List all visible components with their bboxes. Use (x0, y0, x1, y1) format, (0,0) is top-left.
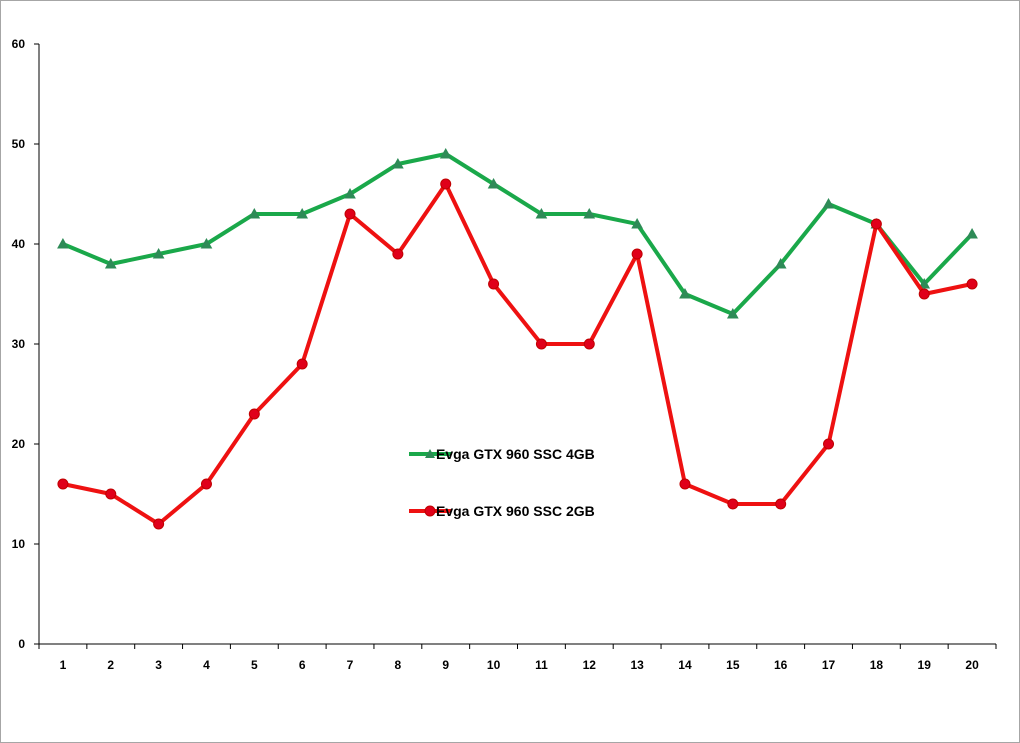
x-tick-label: 13 (630, 658, 644, 672)
x-tick-label: 20 (965, 658, 979, 672)
data-point (966, 227, 978, 239)
data-point (775, 498, 787, 510)
x-tick-label: 15 (726, 658, 740, 672)
data-point (918, 288, 930, 300)
series-2 (57, 178, 978, 530)
legend-item: Evga GTX 960 SSC 4GB (409, 446, 595, 462)
y-tick-label: 20 (12, 437, 26, 451)
series-layer (57, 147, 978, 530)
data-point (200, 237, 213, 249)
y-tick-label: 30 (12, 337, 26, 351)
x-tick-label: 16 (774, 658, 788, 672)
data-point (57, 237, 69, 249)
axes (38, 44, 996, 645)
data-point (918, 277, 931, 289)
legend: Evga GTX 960 SSC 4GB Evga GTX 960 SSC 2GB (409, 446, 595, 519)
x-tick-label: 8 (395, 658, 402, 672)
data-point (248, 408, 260, 420)
series-line (62, 152, 974, 316)
data-point (57, 478, 69, 490)
legend-marker (424, 505, 436, 517)
legend-item: Evga GTX 960 SSC 2GB (409, 503, 595, 519)
x-axis-ticks: 1 2 3 4 5 6 7 8 9 10 11 12 13 14 15 16 17 18 19 20 (38, 644, 997, 672)
x-tick-label: 9 (442, 658, 449, 672)
data-point (248, 207, 261, 219)
data-point (631, 217, 643, 229)
x-tick-label: 5 (251, 658, 258, 672)
legend-label: Evga GTX 960 SSC 4GB (436, 446, 595, 462)
data-point (966, 278, 978, 290)
x-tick-label: 18 (870, 658, 884, 672)
x-tick-label: 3 (155, 658, 162, 672)
data-point (104, 257, 117, 269)
x-tick-label: 1 (60, 658, 67, 672)
data-point (535, 338, 547, 350)
data-point (535, 207, 548, 219)
data-point (631, 248, 643, 260)
data-point (153, 518, 165, 530)
data-point (296, 207, 309, 219)
data-point (679, 478, 691, 490)
data-point (679, 287, 691, 299)
x-tick-label: 2 (107, 658, 114, 672)
data-point (105, 488, 117, 500)
data-point (200, 478, 212, 490)
data-point (344, 208, 356, 220)
x-tick-label: 10 (487, 658, 501, 672)
data-point (440, 178, 452, 190)
data-point (774, 257, 787, 269)
y-tick-label: 50 (12, 137, 26, 151)
data-point (583, 338, 595, 350)
legend-label: Evga GTX 960 SSC 2GB (436, 503, 595, 519)
y-tick-label: 60 (12, 37, 26, 51)
x-tick-label: 12 (583, 658, 597, 672)
x-tick-label: 6 (299, 658, 306, 672)
data-point (583, 207, 596, 219)
data-point (726, 307, 739, 319)
data-point (870, 218, 882, 230)
x-tick-label: 11 (535, 658, 548, 672)
y-tick-label: 40 (12, 237, 26, 251)
x-tick-label: 4 (203, 658, 210, 672)
data-point (392, 248, 404, 260)
data-point (152, 247, 165, 259)
y-tick-label: 10 (12, 537, 26, 551)
data-point (439, 147, 452, 159)
series-line (62, 182, 973, 526)
data-point (488, 278, 500, 290)
data-point (392, 157, 404, 169)
data-point (487, 177, 500, 189)
series-1 (57, 147, 978, 319)
x-tick-label: 14 (678, 658, 692, 672)
data-point (822, 197, 835, 209)
data-point (344, 187, 356, 199)
x-tick-label: 17 (822, 658, 836, 672)
x-tick-label: 19 (918, 658, 932, 672)
data-point (727, 498, 739, 510)
y-axis-ticks: 0 10 20 30 40 50 60 (12, 37, 39, 651)
x-tick-label: 7 (347, 658, 354, 672)
y-tick-label: 0 (18, 637, 25, 651)
data-point (823, 438, 835, 450)
data-point (296, 358, 308, 370)
legend-marker (425, 449, 435, 458)
